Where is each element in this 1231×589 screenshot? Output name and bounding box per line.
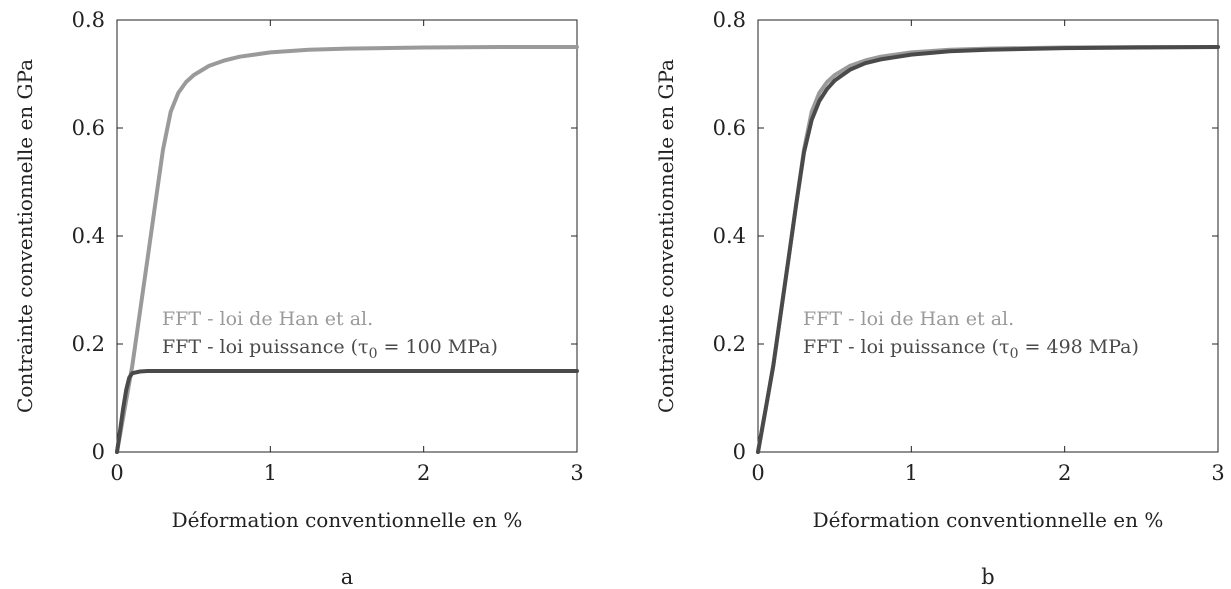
y-tick-label: 0	[733, 440, 746, 464]
panel-caption: a	[341, 565, 354, 589]
chart-panel-b: 0 1 2 3 0 0.2 0.4 0.6 0.8 Déformation conventionn…	[654, 8, 1225, 589]
x-tick-label: 0	[751, 461, 764, 485]
x-tick-label: 3	[1211, 461, 1224, 485]
y-tick-label: 0.4	[713, 224, 746, 248]
y-axis-label: Contrainte conventionnelle en GPa	[13, 59, 37, 413]
x-axis-label: Déformation conventionnelle en %	[813, 508, 1164, 532]
x-tick-label: 1	[905, 461, 918, 485]
legend-entry-1: FFT - loi de Han et al.	[803, 308, 1014, 330]
legend-entry-1: FFT - loi de Han et al.	[162, 308, 373, 330]
x-axis-label: Déformation conventionnelle en %	[172, 508, 523, 532]
legend-entry-2: FFT - loi puissance (τ0 = 100 MPa)	[162, 336, 498, 362]
x-tick-label: 2	[417, 461, 430, 485]
y-tick-label: 0.2	[713, 332, 746, 356]
x-tick-label: 3	[570, 461, 583, 485]
y-tick-label: 0.2	[72, 332, 105, 356]
series-line-2	[756, 45, 1220, 454]
y-tick-label: 0	[92, 440, 105, 464]
y-tick-label: 0.6	[72, 116, 105, 140]
series-line-2	[115, 369, 579, 454]
x-tick-label: 0	[110, 461, 123, 485]
y-tick-label: 0.8	[713, 8, 746, 32]
panel-caption: b	[981, 565, 994, 589]
x-tick-label: 2	[1058, 461, 1071, 485]
series-line-1	[756, 45, 1220, 454]
legend-entry-2: FFT - loi puissance (τ0 = 498 MPa)	[803, 336, 1139, 362]
x-tick-label: 1	[264, 461, 277, 485]
series-line-1	[115, 45, 579, 454]
y-axis-label: Contrainte conventionnelle en GPa	[654, 59, 678, 413]
y-tick-label: 0.8	[72, 8, 105, 32]
y-tick-label: 0.6	[713, 116, 746, 140]
chart-panel-a: 0 1 2 3 0 0.2 0.4 0.6 0.8 Déformation conventionn…	[13, 8, 584, 589]
y-tick-label: 0.4	[72, 224, 105, 248]
